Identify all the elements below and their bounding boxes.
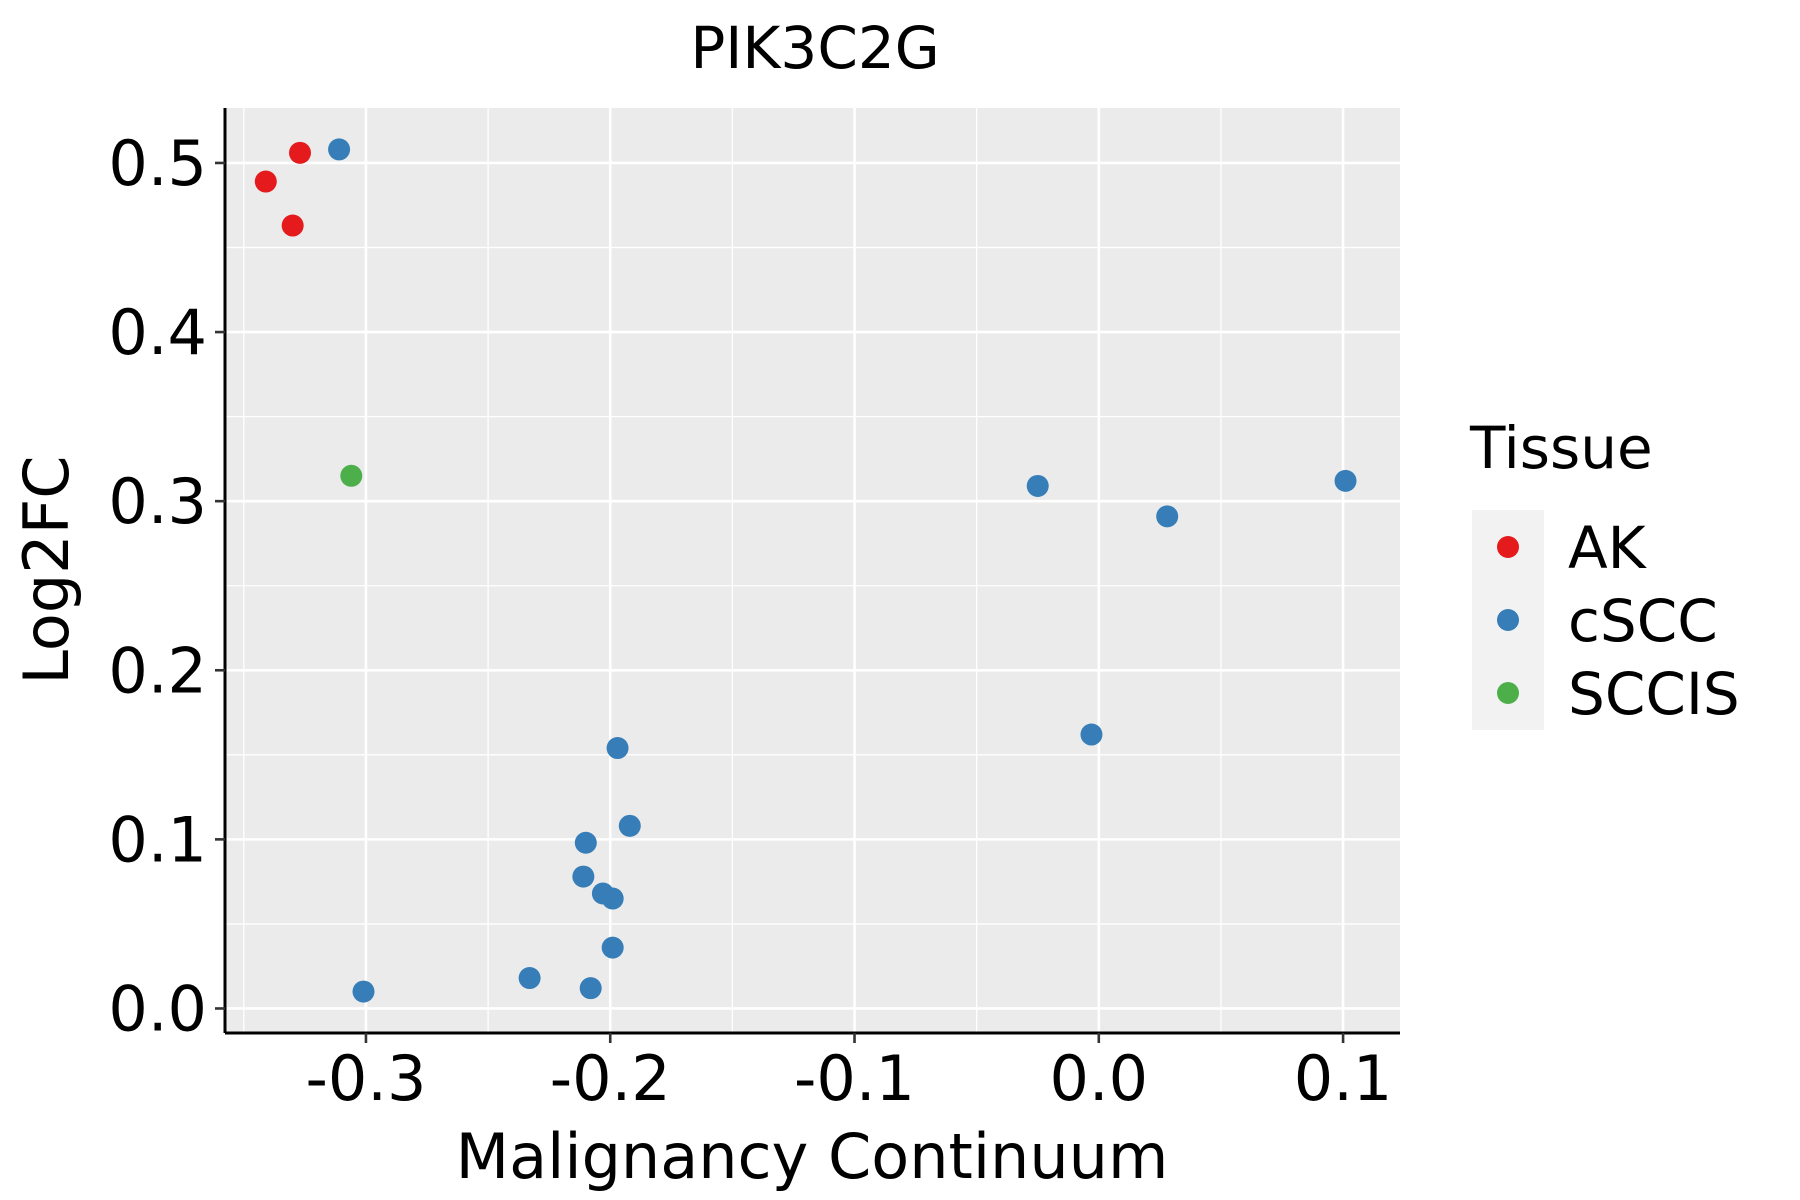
y-tick-label: 0.0 (108, 972, 207, 1045)
y-tick-label: 0.3 (108, 465, 207, 538)
point-ak (254, 170, 277, 193)
minor-gridlines (225, 108, 1400, 1033)
legend-label-cscc: cSCC (1568, 587, 1718, 655)
point-cscc (601, 887, 624, 910)
point-ak (288, 141, 311, 164)
x-axis-title: Malignancy Continuum (456, 1120, 1169, 1193)
point-cscc (1080, 723, 1103, 746)
legend-label-ak: AK (1568, 514, 1648, 582)
chart-title: PIK3C2G (690, 14, 939, 82)
point-ak (281, 214, 304, 237)
y-tick-label: 0.1 (108, 803, 207, 876)
x-tick-label: -0.2 (550, 1042, 671, 1115)
x-tick-label: 0.0 (1049, 1042, 1148, 1115)
point-cscc (518, 967, 541, 990)
point-sccis (340, 464, 363, 487)
y-tick-label: 0.5 (108, 127, 207, 200)
point-cscc (574, 831, 597, 854)
point-cscc (1026, 474, 1049, 497)
legend-title: Tissue (1469, 414, 1653, 482)
x-tick-label: -0.1 (794, 1042, 915, 1115)
legend-key-sccis (1497, 682, 1519, 704)
point-cscc (328, 138, 351, 161)
point-cscc (352, 980, 375, 1003)
x-tick-label: -0.3 (305, 1042, 426, 1115)
legend-label-sccis: SCCIS (1568, 660, 1740, 728)
major-gridlines (225, 108, 1400, 1033)
x-tick-label: 0.1 (1294, 1042, 1393, 1115)
point-cscc (601, 936, 624, 959)
point-cscc (572, 865, 595, 888)
point-cscc (1334, 469, 1357, 492)
y-tick-label: 0.4 (108, 296, 207, 369)
point-cscc (1156, 505, 1179, 528)
point-cscc (606, 737, 629, 760)
y-tick-label: 0.2 (108, 634, 207, 707)
point-cscc (618, 814, 641, 837)
legend-key-cscc (1497, 609, 1519, 631)
legend-key-ak (1497, 536, 1519, 558)
x-axis-ticks: -0.3 -0.2 -0.1 0.0 0.1 (305, 1033, 1392, 1115)
data-points (254, 138, 1357, 1003)
y-axis-ticks: 0.0 0.1 0.2 0.3 0.4 0.5 (108, 127, 225, 1045)
point-cscc (579, 977, 602, 1000)
y-axis-title: Log2FC (10, 455, 83, 684)
plot-panel (225, 108, 1400, 1033)
